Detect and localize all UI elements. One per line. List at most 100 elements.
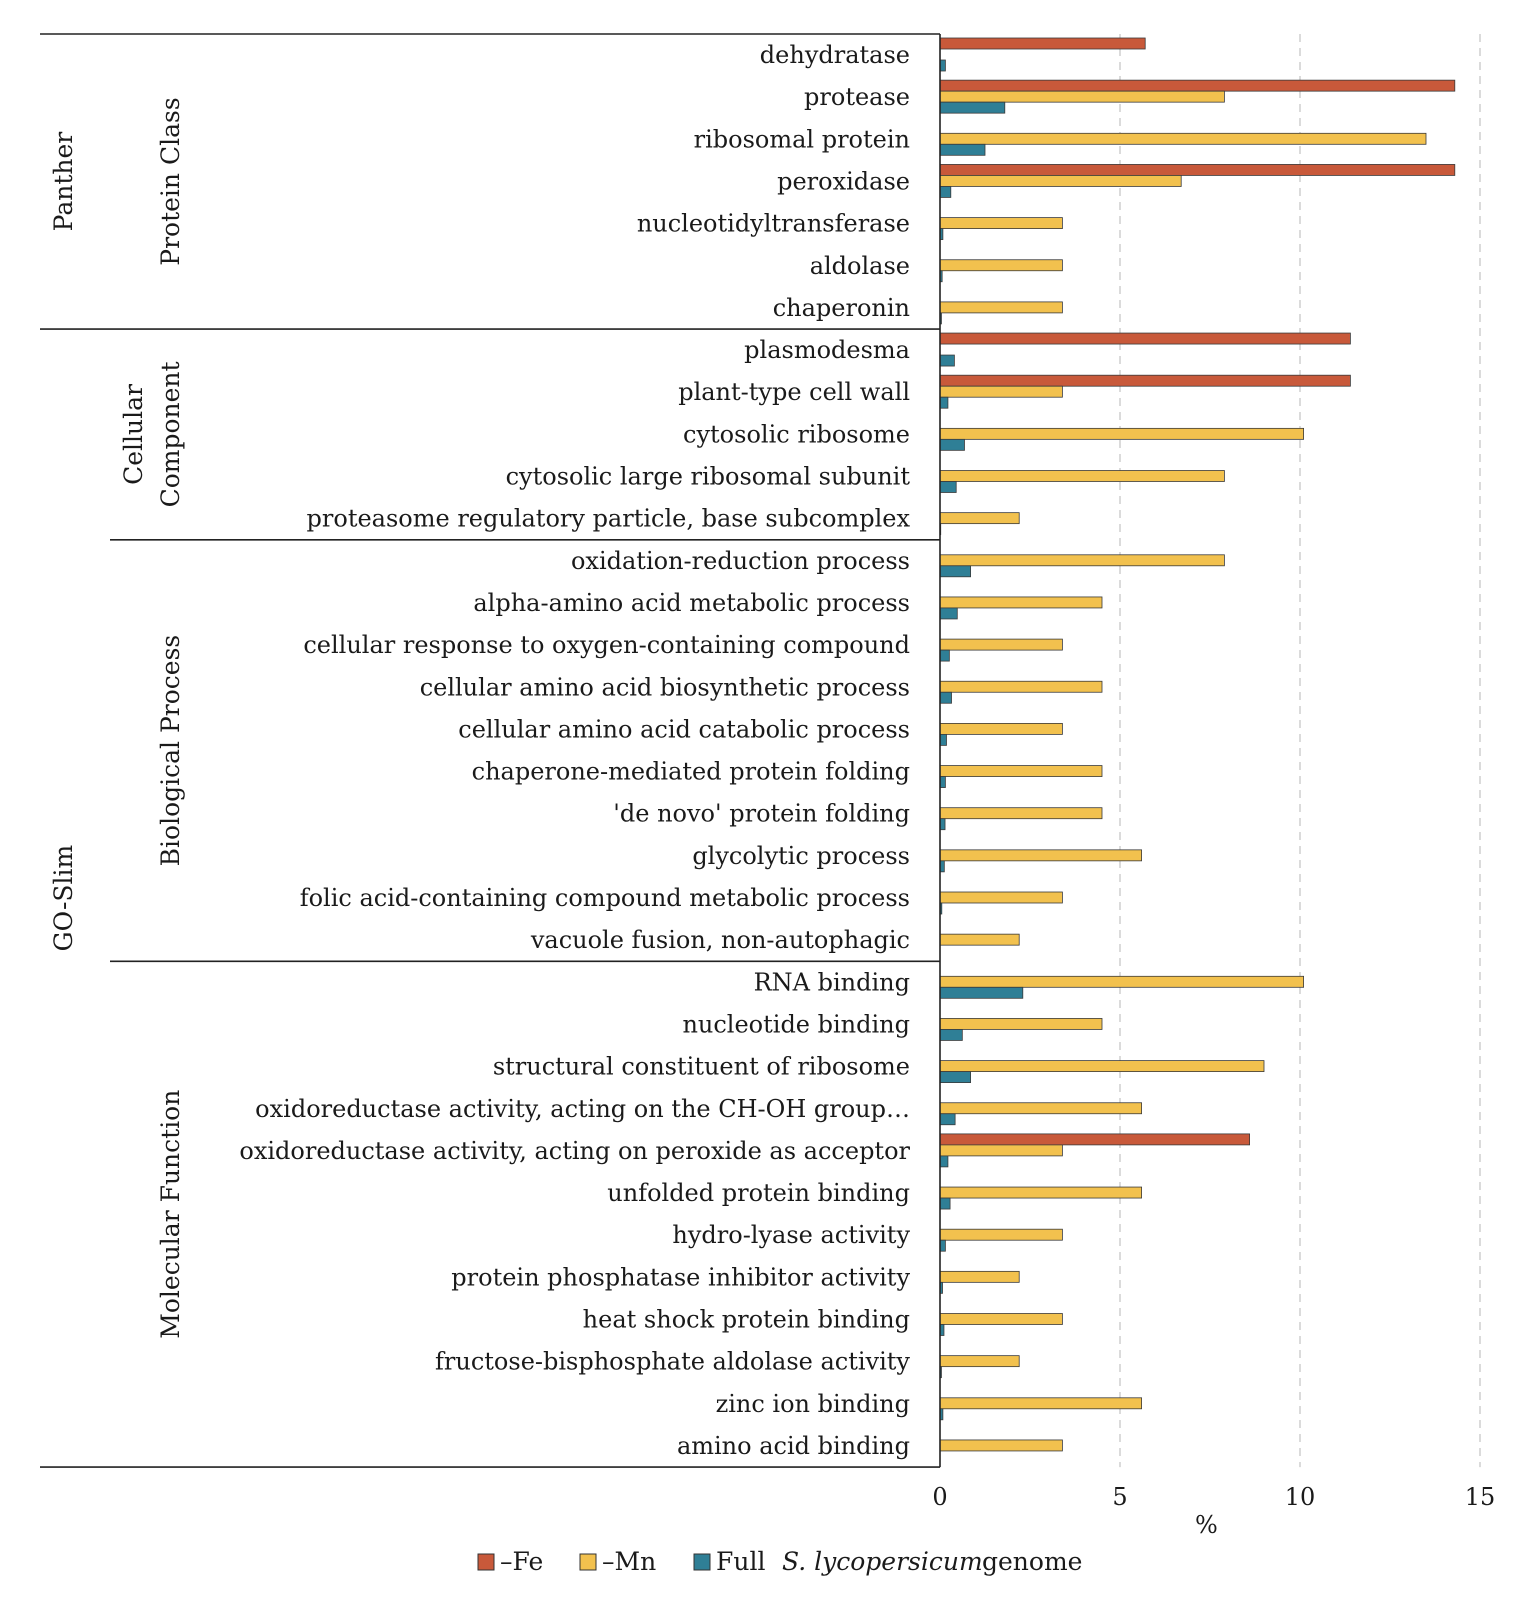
bar-full-28: [939, 1239, 946, 1252]
bar-fe-7: [939, 332, 1351, 345]
x-tick-label: 0: [932, 1483, 947, 1511]
x-tick-label: 10: [1285, 1483, 1316, 1511]
bar-full-26: [939, 1155, 949, 1168]
legend-full-swatch: [693, 1553, 711, 1571]
category-label: oxidation-reduction process: [571, 547, 910, 575]
category-label: oxidoreductase activity, acting on perox…: [239, 1137, 910, 1165]
bar-mn-10: [939, 470, 1225, 482]
bar-full-17: [939, 776, 946, 788]
inner-group-label: Cellular: [119, 384, 148, 485]
category-label: alpha-amino acid metabolic process: [473, 589, 910, 617]
category-label: peroxidase: [777, 167, 910, 195]
bar-fe-3: [939, 164, 1456, 176]
bar-full-24: [939, 1071, 972, 1083]
x-tick-label: 15: [1465, 1483, 1496, 1511]
category-label: cellular amino acid catabolic process: [458, 715, 910, 743]
legend-fe-label: –Fe: [500, 1547, 543, 1576]
outer-group-label: GO-Slim: [49, 844, 78, 951]
x-axis-label: %: [1195, 1511, 1218, 1539]
category-label: zinc ion binding: [716, 1390, 910, 1418]
bar-mn-22: [939, 975, 1305, 988]
category-label: fructose-bisphosphate aldolase activity: [435, 1348, 910, 1376]
category-label: nucleotidyltransferase: [637, 210, 910, 238]
bar-full-25: [939, 1113, 956, 1126]
bar-mn-32: [939, 1397, 1143, 1410]
group-labels: Panther GO-Slim Protein Class Cellular Compo…: [49, 97, 185, 1338]
category-label: nucleotide binding: [682, 1010, 910, 1038]
category-label: RNA binding: [754, 968, 910, 996]
gridlines: [1119, 34, 1481, 1468]
category-label: proteasome regulatory particle, base sub…: [307, 505, 911, 533]
legend-mn-swatch: [579, 1553, 597, 1571]
bar-mn-15: [939, 680, 1103, 693]
category-label: unfolded protein binding: [607, 1179, 910, 1207]
category-label: protease: [804, 83, 910, 111]
legend-mn-label: –Mn: [602, 1547, 656, 1576]
bar-mn-9: [939, 427, 1305, 440]
bar-fe-1: [939, 79, 1456, 92]
category-label: cellular response to oxygen-containing c…: [303, 631, 910, 659]
bar-full-7: [939, 354, 955, 367]
category-label: aldolase: [810, 252, 910, 280]
inner-group-label: Protein Class: [156, 97, 185, 265]
bar-fe-0: [939, 37, 1146, 50]
group-frame: [40, 33, 941, 1468]
category-label: cellular amino acid biosynthetic process: [420, 673, 910, 701]
category-label: hydro-lyase activity: [672, 1221, 910, 1249]
bar-full-16: [939, 734, 947, 746]
bar-mn-16: [939, 723, 1063, 735]
category-label: structural constituent of ribosome: [493, 1053, 910, 1081]
bar-mn-30: [939, 1313, 1063, 1325]
bar-fe-8: [939, 374, 1351, 387]
x-tick-label: 5: [1112, 1483, 1127, 1511]
bar-full-9: [939, 438, 965, 451]
bar-fe-26: [939, 1133, 1251, 1146]
category-label: amino acid binding: [677, 1432, 910, 1460]
bar-full-14: [939, 649, 950, 662]
legend-species-label: S. lycopersicum: [782, 1547, 983, 1576]
category-label: glycolytic process: [692, 842, 910, 870]
bar-mn-21: [939, 933, 1020, 946]
bar-mn-24: [939, 1060, 1265, 1072]
bar-full-10: [939, 481, 957, 493]
inner-group-label: Molecular Function: [156, 1090, 185, 1339]
bar-full-22: [939, 986, 1024, 999]
bar-mn-6: [939, 301, 1063, 314]
category-label: 'de novo' protein folding: [613, 800, 910, 828]
bar-mn-31: [939, 1355, 1020, 1368]
category-label: plant-type cell wall: [678, 378, 910, 406]
category-label: dehydratase: [760, 41, 910, 69]
bar-mn-11: [939, 512, 1020, 525]
bar-mn-13: [939, 596, 1103, 609]
inner-group-label-line2: Component: [156, 361, 185, 507]
bar-mn-26: [939, 1144, 1063, 1157]
category-label: chaperone-mediated protein folding: [472, 758, 910, 786]
bar-mn-17: [939, 765, 1103, 777]
bar-full-23: [939, 1029, 963, 1041]
bar-mn-8: [939, 385, 1063, 398]
category-label: cytosolic ribosome: [683, 420, 910, 448]
category-label: folic acid-containing compound metabolic…: [300, 884, 910, 912]
bar-mn-27: [939, 1186, 1143, 1199]
category-labels: dehydratase protease ribosomal protein pero…: [239, 41, 910, 1460]
bars: [939, 37, 1456, 1452]
bar-mn-18: [939, 807, 1103, 820]
bar-mn-4: [939, 217, 1063, 230]
category-label: ribosomal protein: [694, 125, 910, 153]
bar-mn-12: [939, 554, 1225, 567]
category-label: chaperonin: [773, 294, 910, 322]
category-label: heat shock protein binding: [583, 1306, 910, 1334]
bar-mn-19: [939, 849, 1143, 862]
bar-full-15: [939, 691, 952, 704]
bar-full-3: [939, 186, 952, 198]
bar-full-8: [939, 396, 949, 409]
bar-mn-23: [939, 1018, 1103, 1030]
x-axis: 0 5 10 15%: [932, 1483, 1495, 1539]
bar-mn-29: [939, 1270, 1020, 1283]
category-label: vacuole fusion, non-autophagic: [530, 926, 910, 954]
bar-mn-1: [939, 90, 1225, 103]
bar-mn-25: [939, 1102, 1143, 1115]
bar-mn-3: [939, 175, 1182, 187]
bar-full-13: [939, 607, 958, 620]
